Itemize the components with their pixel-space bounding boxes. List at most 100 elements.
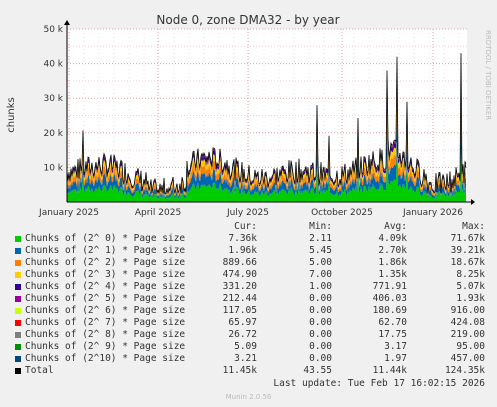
legend-swatch	[15, 284, 21, 290]
legend-row: Chunks of (2^ 0) * Page size 7.36k 2.11 4.0…	[0, 233, 497, 245]
header-max: Max:	[462, 221, 485, 232]
legend-swatch	[15, 368, 21, 374]
legend-row: Chunks of (2^ 8) * Page size 26.72 0.00 17.…	[0, 329, 497, 341]
legend-cur: 889.66	[222, 257, 257, 268]
legend-row: Chunks of (2^ 5) * Page size 212.44 0.00 40…	[0, 293, 497, 305]
y-tick-label: 40 k	[43, 60, 63, 70]
x-tick-label: January 2026	[402, 208, 463, 218]
legend-max: 95.00	[456, 341, 485, 352]
total-line	[66, 53, 467, 194]
legend-cur: 474.90	[222, 269, 257, 280]
y-tick-label: 50 k	[43, 25, 63, 35]
header-avg: Avg:	[384, 221, 407, 232]
legend-avg: 11.44k	[372, 365, 407, 376]
legend-name: Chunks of (2^ 1) * Page size	[25, 245, 186, 256]
legend-cur: 5.09	[234, 341, 257, 352]
legend-cur: 1.96k	[228, 245, 257, 256]
legend-cur: 26.72	[228, 329, 257, 340]
legend-max: 8.25k	[456, 269, 485, 280]
chart-canvas: Node 0, zone DMA32 - by year chunks RRDT…	[6, 13, 492, 218]
legend-swatch	[15, 356, 21, 362]
legend-header: Cur: Min: Avg: Max:	[0, 221, 497, 233]
last-update: Last update: Tue Feb 17 16:02:15 2026	[273, 378, 485, 389]
legend-avg: 4.09k	[378, 233, 407, 244]
legend-row: Chunks of (2^ 3) * Page size 474.90 7.00 1.…	[0, 269, 497, 281]
legend-avg: 406.03	[372, 293, 407, 304]
legend-cur: 212.44	[222, 293, 257, 304]
legend-min: 0.00	[309, 293, 332, 304]
legend-cur: 331.20	[222, 281, 257, 292]
legend-max: 424.08	[450, 317, 485, 328]
legend-max: 916.00	[450, 305, 485, 316]
legend-max: 457.00	[450, 353, 485, 364]
y-axis-label: chunks	[6, 97, 17, 133]
legend-avg: 1.97	[384, 353, 407, 364]
legend-name: Total	[25, 365, 54, 376]
legend-row: Total 11.45k 43.55 11.44k 124.35k	[0, 365, 497, 377]
legend-avg: 62.70	[378, 317, 407, 328]
legend-avg: 1.35k	[378, 269, 407, 280]
legend-row: Chunks of (2^ 2) * Page size 889.66 5.00 1.…	[0, 257, 497, 269]
legend-swatch	[15, 272, 21, 278]
legend-swatch	[15, 320, 21, 326]
y-tick-label: 20 k	[43, 129, 63, 139]
legend-name: Chunks of (2^ 6) * Page size	[25, 305, 186, 316]
legend-name: Chunks of (2^ 5) * Page size	[25, 293, 186, 304]
legend-max: 219.00	[450, 329, 485, 340]
legend-swatch	[15, 344, 21, 350]
legend-min: 0.00	[309, 305, 332, 316]
legend-swatch	[15, 332, 21, 338]
legend-swatch	[15, 236, 21, 242]
x-tick-label: July 2025	[226, 208, 269, 218]
legend-min: 2.11	[309, 233, 332, 244]
legend-cur: 7.36k	[228, 233, 257, 244]
legend-min: 7.00	[309, 269, 332, 280]
legend-max: 124.35k	[444, 365, 485, 376]
legend-max: 39.21k	[450, 245, 485, 256]
y-ticks: 10 k 20 k 30 k 40 k 50 k	[43, 25, 63, 173]
legend-name: Chunks of (2^ 8) * Page size	[25, 329, 186, 340]
legend-row: Chunks of (2^ 7) * Page size 65.97 0.00 62.…	[0, 317, 497, 329]
legend-cur: 3.21	[234, 353, 257, 364]
x-tick-label: January 2025	[38, 208, 99, 218]
legend-name: Chunks of (2^10) * Page size	[25, 353, 186, 364]
munin-version: Munin 2.0.56	[225, 393, 272, 401]
legend-name: Chunks of (2^ 3) * Page size	[25, 269, 186, 280]
legend-max: 5.07k	[456, 281, 485, 292]
legend-min: 0.00	[309, 341, 332, 352]
legend-swatch	[15, 296, 21, 302]
legend-min: 43.55	[303, 365, 332, 376]
header-min: Min:	[309, 221, 332, 232]
x-tick-label: April 2025	[135, 208, 181, 218]
legend-swatch	[15, 260, 21, 266]
legend-avg: 180.69	[372, 305, 407, 316]
legend-row: Chunks of (2^ 6) * Page size 117.05 0.00 18…	[0, 305, 497, 317]
legend-row: Chunks of (2^ 1) * Page size 1.96k 5.45 2.7…	[0, 245, 497, 257]
legend-avg: 3.17	[384, 341, 407, 352]
legend-row: Chunks of (2^ 9) * Page size 5.09 0.00 3.17…	[0, 341, 497, 353]
legend-min: 0.00	[309, 353, 332, 364]
legend-name: Chunks of (2^ 9) * Page size	[25, 341, 186, 352]
legend-row: Chunks of (2^ 4) * Page size 331.20 1.00 77…	[0, 281, 497, 293]
legend-avg: 771.91	[372, 281, 407, 292]
legend-cur: 65.97	[228, 317, 257, 328]
legend-min: 1.00	[309, 281, 332, 292]
legend-cur: 11.45k	[222, 365, 257, 376]
y-axis-arrow	[64, 20, 70, 25]
legend-cur: 117.05	[222, 305, 257, 316]
legend-min: 5.00	[309, 257, 332, 268]
legend-max: 71.67k	[450, 233, 485, 244]
rrdtool-credit: RRDTOOL / TOBI OETIKER	[484, 30, 492, 120]
x-axis-arrow	[471, 199, 475, 205]
y-tick-label: 10 k	[43, 163, 63, 173]
legend-avg: 2.70k	[378, 245, 407, 256]
legend-min: 0.00	[309, 317, 332, 328]
x-tick-label: October 2025	[311, 208, 373, 218]
stacked-areas	[66, 53, 467, 202]
legend-swatch	[15, 308, 21, 314]
header-cur: Cur:	[234, 221, 257, 232]
series-area	[67, 112, 466, 199]
legend-name: Chunks of (2^ 4) * Page size	[25, 281, 186, 292]
legend-avg: 17.75	[378, 329, 407, 340]
legend-max: 18.67k	[450, 257, 485, 268]
